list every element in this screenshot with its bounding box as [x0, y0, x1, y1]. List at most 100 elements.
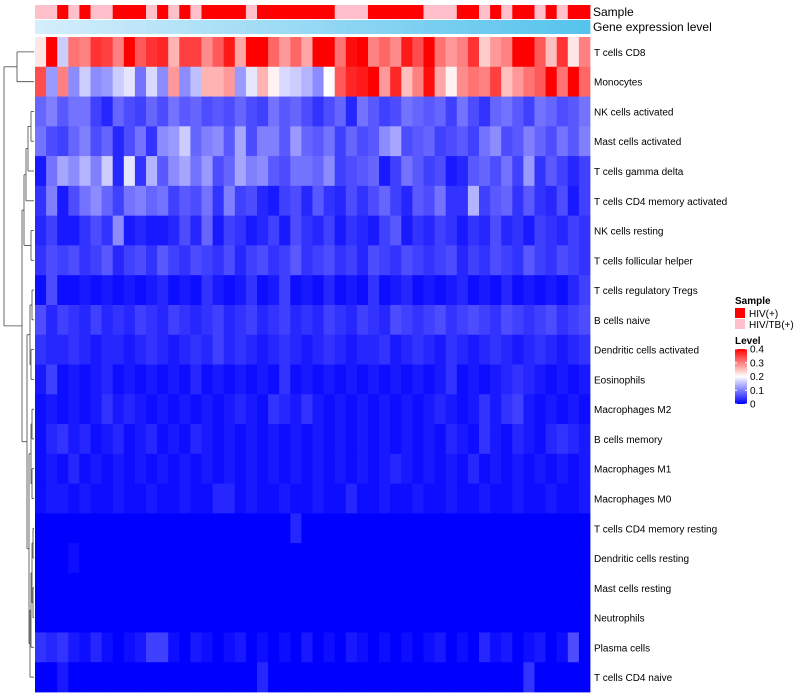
row-label: T cells gamma delta: [594, 167, 684, 178]
heatmap-cell: [234, 37, 247, 68]
heatmap-cell: [379, 156, 391, 187]
heatmap-cell: [379, 632, 391, 663]
heatmap-cell: [334, 66, 347, 97]
heatmap-cell: [101, 364, 114, 395]
heatmap-cell: [112, 453, 125, 484]
heatmap-cell: [379, 334, 391, 365]
heatmap-cell: [490, 37, 502, 68]
heatmap-cell: [434, 602, 447, 633]
heatmap-cell: [223, 66, 236, 97]
heatmap-cell: [157, 126, 169, 157]
expression-level-cell: [245, 20, 258, 34]
heatmap-cell: [512, 662, 524, 693]
heatmap-cell: [368, 304, 380, 336]
sample-annotation-cell: [179, 5, 191, 19]
heatmap-cell: [168, 215, 180, 246]
heatmap-cell: [57, 304, 69, 336]
heatmap-cell: [179, 632, 191, 663]
row-label: Macrophages M0: [594, 495, 672, 506]
heatmap-cell: [379, 66, 391, 97]
heatmap-cell: [445, 364, 458, 395]
heatmap-cell: [301, 66, 313, 97]
heatmap-cell: [112, 156, 125, 187]
heatmap-cell: [490, 96, 502, 127]
heatmap-cell: [567, 632, 580, 663]
heatmap-cell: [123, 513, 136, 544]
heatmap-cell: [467, 96, 480, 127]
heatmap-cell: [201, 424, 213, 455]
heatmap-cell: [146, 126, 158, 157]
heatmap-cell: [90, 37, 102, 68]
heatmap-cell: [123, 394, 136, 425]
heatmap-cell: [190, 275, 202, 306]
heatmap-cell: [223, 424, 236, 455]
heatmap-cell: [545, 245, 558, 276]
heatmap-cell: [434, 453, 447, 484]
heatmap-cell: [345, 275, 358, 306]
heatmap-cell: [368, 126, 380, 157]
heatmap-cell: [368, 483, 380, 514]
heatmap-cell: [467, 37, 480, 68]
heatmap-cell: [490, 453, 502, 484]
heatmap-cell: [356, 662, 369, 693]
heatmap-cell: [68, 66, 80, 97]
heatmap-cell: [112, 215, 125, 246]
heatmap-cell: [68, 96, 80, 127]
heatmap-cell: [190, 96, 202, 127]
heatmap-cell: [290, 334, 302, 365]
heatmap-cell: [545, 215, 558, 246]
heatmap-cell: [212, 543, 225, 574]
heatmap-cell: [123, 364, 136, 395]
heatmap-cell: [456, 245, 469, 276]
heatmap-cell: [556, 156, 569, 187]
sample-annotation-cell: [312, 5, 324, 19]
heatmap-cell: [279, 245, 291, 276]
heatmap-cell: [356, 394, 369, 425]
heatmap-cell: [68, 156, 80, 187]
heatmap-cell: [401, 632, 413, 663]
heatmap-cell: [146, 424, 158, 455]
heatmap-cell: [467, 662, 480, 693]
heatmap-cell: [46, 37, 58, 68]
heatmap-cell: [279, 632, 291, 663]
heatmap-cell: [545, 543, 558, 574]
heatmap-cell: [434, 632, 447, 663]
heatmap-cell: [212, 185, 225, 217]
heatmap-cell: [279, 96, 291, 127]
heatmap-cell: [168, 334, 180, 365]
heatmap-cell: [279, 572, 291, 604]
heatmap-cell: [501, 662, 513, 693]
heatmap-cell: [356, 275, 369, 306]
heatmap-cell: [479, 632, 491, 663]
sample-annotation-cell: [35, 5, 47, 19]
expression-level-cell: [534, 20, 546, 34]
heatmap-cell: [123, 424, 136, 455]
sample-annotation-cell: [223, 5, 236, 19]
heatmap-cell: [134, 304, 147, 336]
heatmap-cell: [567, 37, 580, 68]
heatmap-cell: [90, 632, 102, 663]
heatmap-cell: [345, 334, 358, 365]
heatmap-cell: [345, 304, 358, 336]
heatmap-cell: [545, 156, 558, 187]
heatmap-cell: [134, 483, 147, 514]
heatmap-cell: [190, 483, 202, 514]
heatmap-cell: [234, 245, 247, 276]
heatmap-cell: [245, 156, 258, 187]
sample-annotation-cell: [146, 5, 158, 19]
heatmap-cell: [301, 96, 313, 127]
heatmap-cell: [201, 156, 213, 187]
heatmap-cell: [57, 394, 69, 425]
heatmap-cell: [556, 662, 569, 693]
expression-level-cell: [46, 20, 58, 34]
expression-level-cell: [179, 20, 191, 34]
heatmap-cell: [345, 215, 358, 246]
heatmap-cell: [467, 543, 480, 574]
heatmap-cell: [234, 215, 247, 246]
expression-level-cell: [290, 20, 302, 34]
heatmap-cell: [412, 185, 424, 217]
heatmap-cell: [134, 275, 147, 306]
heatmap-cell: [334, 364, 347, 395]
heatmap-cell: [223, 215, 236, 246]
heatmap-cell: [501, 185, 513, 217]
